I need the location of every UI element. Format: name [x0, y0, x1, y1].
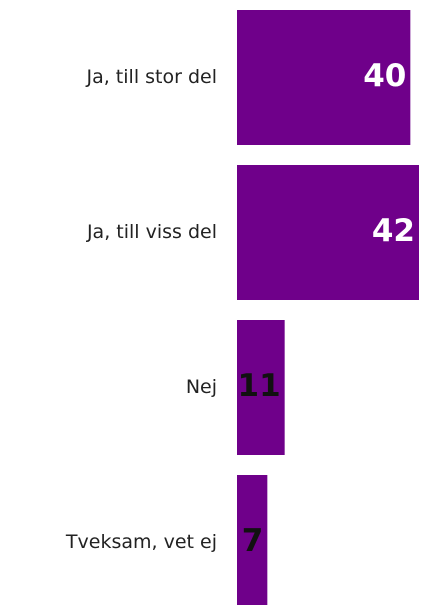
category-label: Ja, till viss del	[86, 221, 217, 243]
value-label: 42	[372, 213, 415, 249]
category-label: Ja, till stor del	[85, 66, 217, 88]
category-label: Nej	[186, 376, 217, 398]
bar	[237, 10, 411, 145]
category-label: Tveksam, vet ej	[65, 531, 217, 553]
value-label: 40	[363, 58, 406, 94]
bar	[237, 320, 285, 455]
bar	[237, 165, 419, 300]
value-label: 11	[238, 368, 281, 404]
value-label: 7	[242, 523, 264, 559]
bar	[237, 475, 268, 605]
